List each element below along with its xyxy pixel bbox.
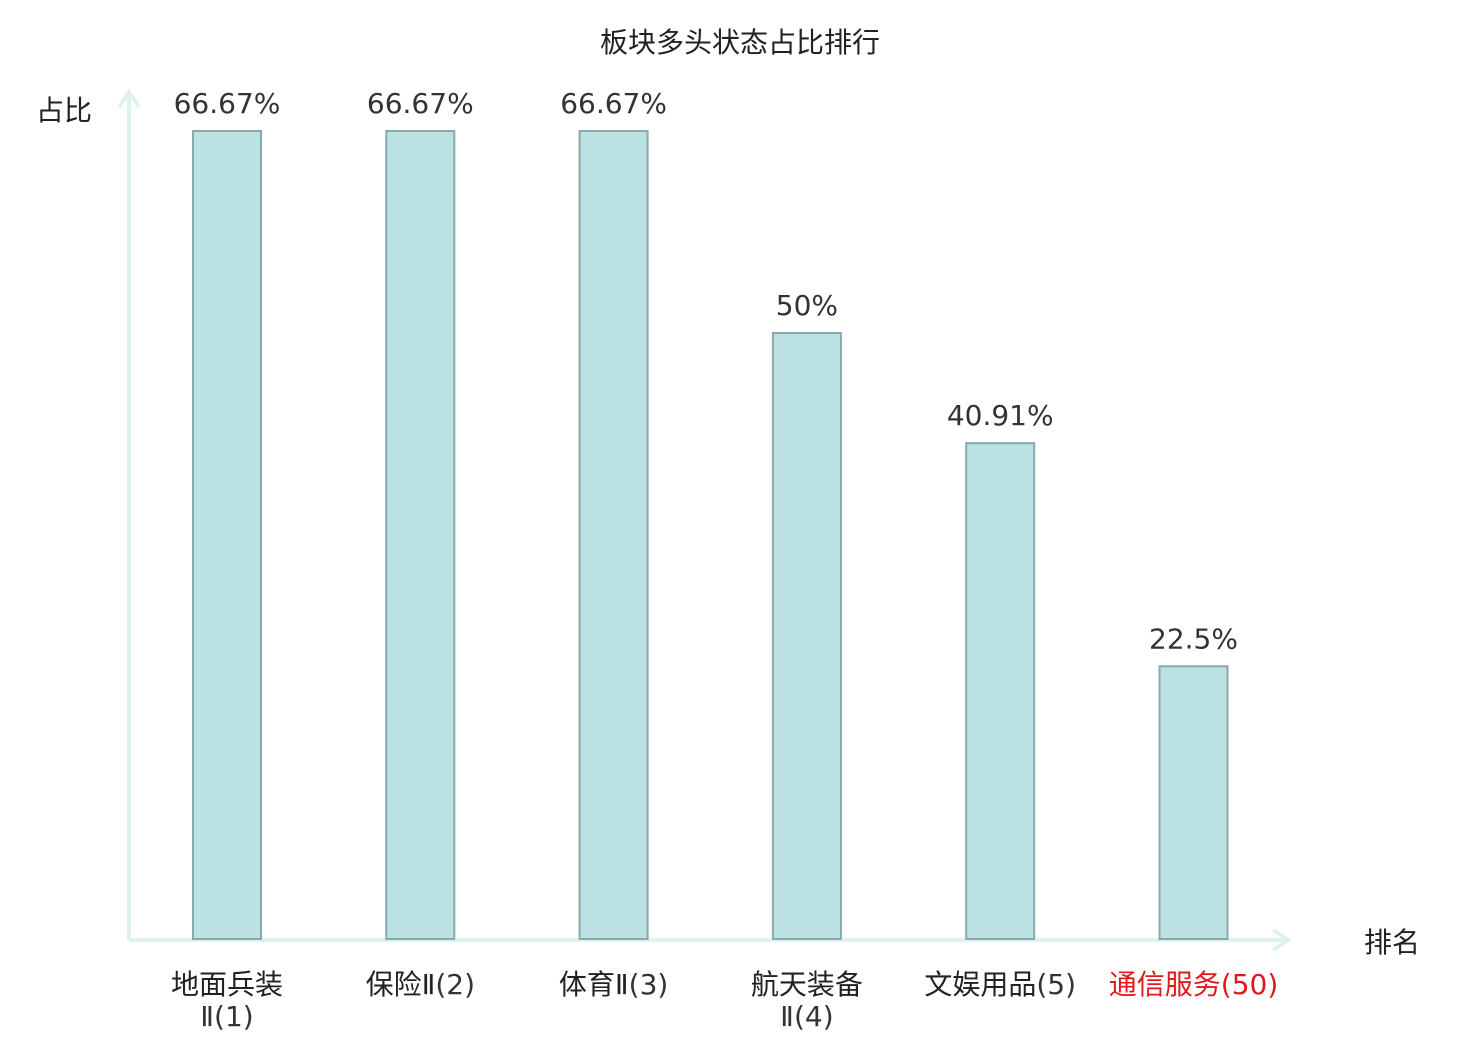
value-labels-group: 66.67% 66.67% 66.67% 50% 40.91% 22.5% [174,87,1238,655]
bar-value-label: 66.67% [174,87,281,120]
bar [771,332,842,940]
bar [965,442,1036,940]
bar [385,130,456,940]
category-name: 通信服务 [1109,968,1221,1001]
bar [578,130,649,940]
category-label: 保险Ⅱ(2) [366,968,475,1001]
bar [1158,665,1229,940]
x-axis [129,928,1292,952]
category-name: 文娱用品 [924,968,1036,1001]
chart-title: 板块多头状态占比排行 [600,26,880,59]
category-name: 体育Ⅱ [559,968,629,1001]
category-label: 文娱用品(5) [924,968,1076,1001]
y-axis-label: 占比 [36,94,92,127]
bar-value-label: 66.67% [560,87,667,120]
category-rank: (50) [1221,968,1278,1001]
category-label: 体育Ⅱ(3) [559,968,668,1001]
bar-value-label: 50% [776,289,838,322]
category-label: 地面兵装 Ⅱ(1) [171,968,283,1033]
category-name: 保险Ⅱ [366,968,436,1001]
category-rank: Ⅱ(4) [780,1000,833,1033]
category-name: 地面兵装 [171,968,283,1001]
bar [192,130,262,940]
category-label: 航天装备 Ⅱ(4) [751,968,863,1033]
category-name: 航天装备 [751,968,863,1001]
category-label: 通信服务(50) [1109,968,1279,1001]
category-rank: Ⅱ(1) [200,1000,253,1033]
category-labels-group: 地面兵装 Ⅱ(1)保险Ⅱ(2) 体育Ⅱ(3) 航天装备 Ⅱ(4)文娱用品(5) 通信服务(… [171,968,1278,1033]
bar-value-label: 40.91% [947,399,1054,432]
category-rank: (2) [435,968,475,1001]
bars-group [192,130,1229,940]
category-rank: (3) [629,968,669,1001]
x-axis-label: 排名 [1364,926,1420,959]
bar-value-label: 66.67% [367,87,474,120]
bar-value-label: 22.5% [1149,622,1238,655]
category-rank: (5) [1036,968,1076,1001]
y-axis [117,88,141,940]
